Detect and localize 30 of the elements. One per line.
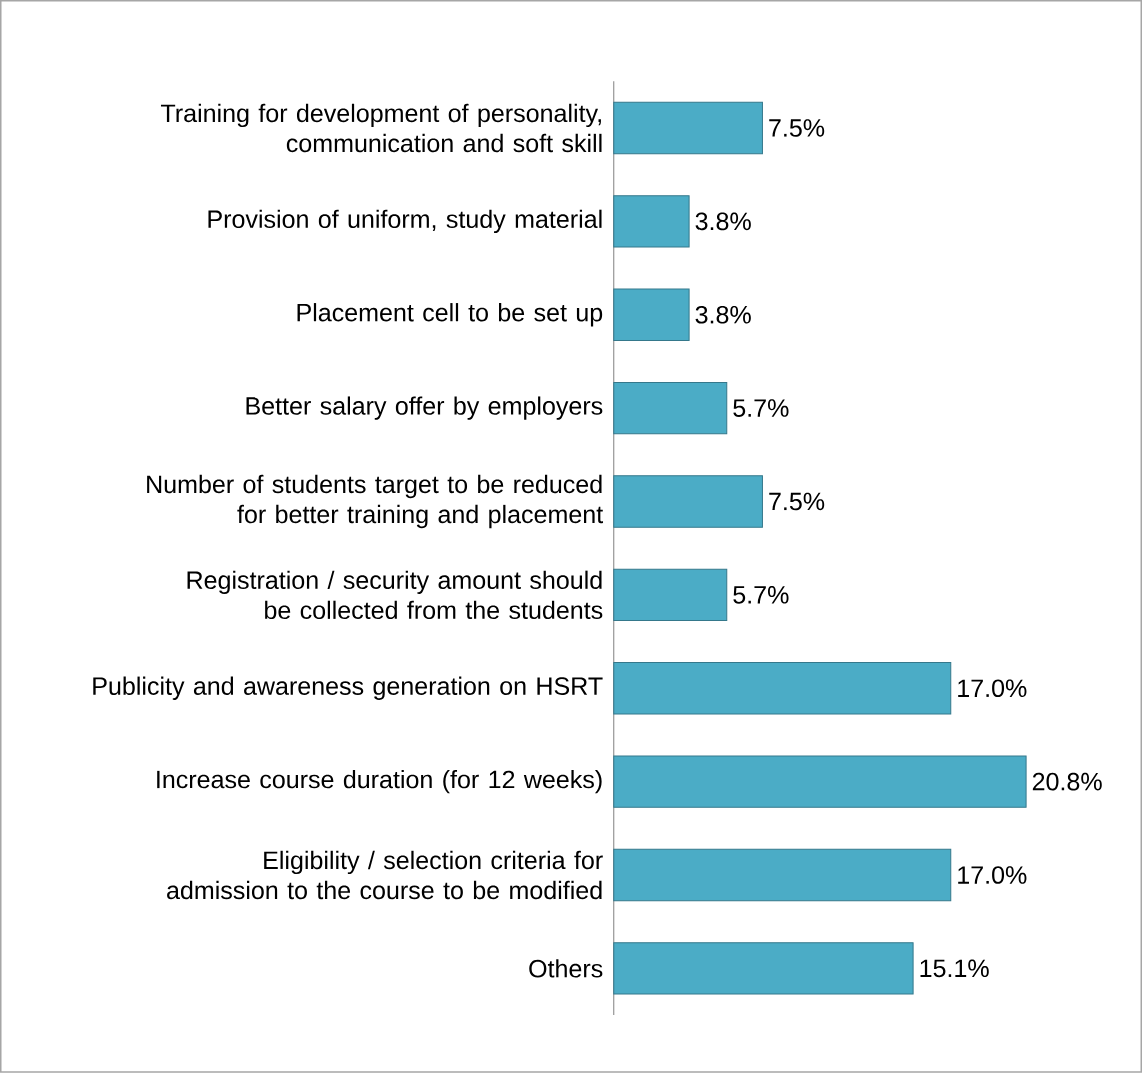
bar xyxy=(613,195,690,248)
y-tick-label: Registration / security amount should be collected from the students xyxy=(187,570,603,620)
bar xyxy=(613,101,763,155)
data-label: 15.1% xyxy=(920,959,989,978)
y-tick-label: Placement cell to be set up xyxy=(297,303,603,327)
bar xyxy=(613,288,690,341)
y-tick-label: Eligibility / selection criteria for admission to the course to be modified xyxy=(167,850,603,900)
y-tick-label: Provision of uniform, study material xyxy=(208,209,602,234)
y-tick-label: Publicity and awareness generation on HSRT xyxy=(93,676,603,700)
y-tick-label: Others xyxy=(529,959,603,978)
data-label: 3.8% xyxy=(695,212,751,231)
bar xyxy=(613,568,728,622)
data-label: 7.5% xyxy=(769,492,825,511)
data-label: 3.8% xyxy=(695,305,751,324)
y-tick-label: Better salary offer by employers xyxy=(246,396,603,420)
bar xyxy=(613,755,1027,808)
data-label: 17.0% xyxy=(958,679,1027,698)
data-label: 5.7% xyxy=(733,399,789,417)
bar xyxy=(613,848,952,902)
data-label: 17.0% xyxy=(958,866,1027,884)
y-tick-label: Increase course duration (for 12 weeks) xyxy=(157,770,602,794)
bar xyxy=(613,942,914,995)
data-label: 20.8% xyxy=(1032,772,1102,791)
bar xyxy=(613,382,728,435)
bar xyxy=(613,662,952,715)
data-label: 7.5% xyxy=(769,119,825,137)
bar xyxy=(613,475,763,528)
y-tick-label: Training for development of personality, communication and soft skill xyxy=(160,103,602,153)
data-label: 5.7% xyxy=(733,586,789,604)
y-tick-label: Number of students target to be reduced for better training and placement xyxy=(147,474,604,529)
